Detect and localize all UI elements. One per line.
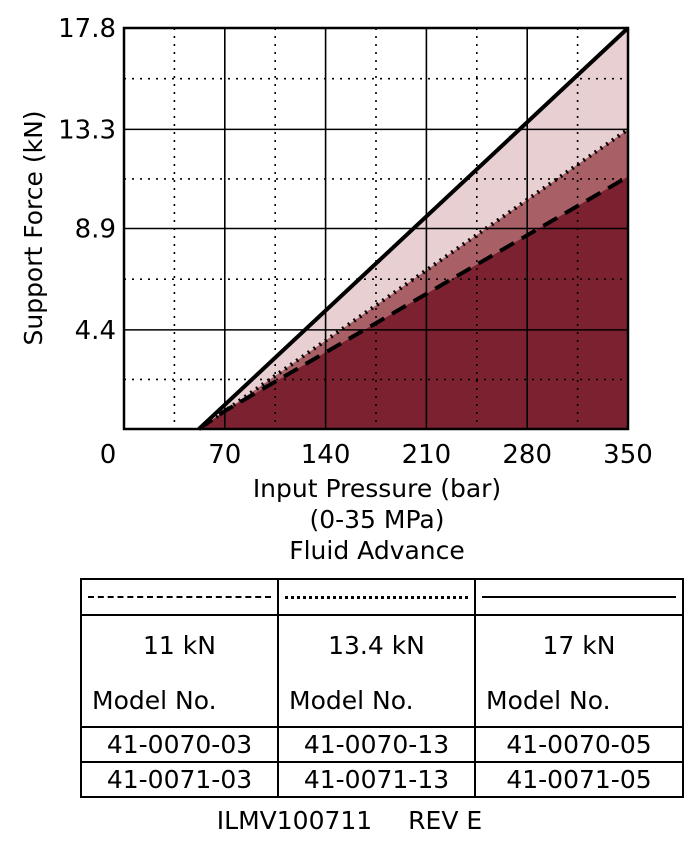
force-cell: 17 kN (474, 615, 684, 674)
x-axis-title: Input Pressure (bar) (253, 474, 501, 503)
y-tick-label: 17.8 (58, 14, 116, 44)
x-axis-mode-label: Fluid Advance (289, 536, 465, 565)
model-cell: 41-0071-13 (277, 761, 476, 798)
x-tick-label: 280 (502, 440, 552, 470)
model-cell: 41-0070-13 (277, 726, 476, 763)
x-tick-label: 350 (603, 440, 653, 470)
drawing-reference: ILMV100711 REV E (0, 806, 699, 835)
line-style-row (80, 578, 684, 616)
force-pressure-chart: 0 70 140 210 280 350 4.4 8.9 13.3 17.8 Support Fo… (19, 14, 653, 565)
force-row: 11 kN 13.4 kN 17 kN (80, 615, 684, 674)
series-line-17-kn (197, 26, 630, 431)
model-legend-table: 11 kN 13.4 kN 17 kN Model No. Model No. … (80, 578, 684, 798)
tick-labels: 0 70 140 210 280 350 4.4 8.9 13.3 17.8 (58, 14, 653, 470)
area-11-kn (198, 176, 628, 429)
x-tick-label: 210 (402, 440, 452, 470)
model-row: 41-0070-03 41-0070-13 41-0070-05 (80, 726, 684, 763)
x-tick-label: 140 (301, 440, 351, 470)
force-cell: 13.4 kN (277, 615, 476, 674)
y-tick-label: 8.9 (75, 215, 116, 245)
line-style-dotted (277, 578, 476, 616)
line-style-solid (474, 578, 684, 616)
plot-frame (122, 26, 630, 431)
drawing-number: ILMV100711 (216, 806, 373, 835)
model-header-cell: Model No. (277, 674, 476, 727)
model-cell: 41-0070-03 (80, 726, 279, 763)
line-style-dashed (80, 578, 279, 616)
y-tick-label: 4.4 (75, 316, 116, 346)
model-header-row: Model No. Model No. Model No. (80, 674, 684, 727)
revision-label: REV E (408, 806, 483, 835)
x-tick-label: 0 (100, 440, 117, 470)
force-cell: 11 kN (80, 615, 279, 674)
model-row: 41-0071-03 41-0071-13 41-0071-05 (80, 761, 684, 798)
y-tick-label: 13.3 (58, 115, 116, 145)
x-axis-subtitle: (0-35 MPa) (309, 505, 444, 534)
grid (122, 26, 630, 431)
x-tick-label: 70 (208, 440, 241, 470)
y-axis-title: Support Force (kN) (19, 110, 48, 345)
model-cell: 41-0071-03 (80, 761, 279, 798)
series-lines (197, 26, 630, 431)
model-cell: 41-0070-05 (474, 726, 684, 763)
model-cell: 41-0071-05 (474, 761, 684, 798)
model-header-cell: Model No. (80, 674, 279, 727)
model-header-cell: Model No. (474, 674, 684, 727)
series-line-11-kn (197, 174, 630, 431)
